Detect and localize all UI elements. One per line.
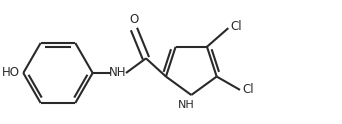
Text: O: O <box>129 13 139 26</box>
Text: HO: HO <box>2 66 20 79</box>
Text: Cl: Cl <box>242 83 254 96</box>
Text: NH: NH <box>177 100 194 110</box>
Text: NH: NH <box>109 66 127 79</box>
Text: Cl: Cl <box>230 20 242 33</box>
